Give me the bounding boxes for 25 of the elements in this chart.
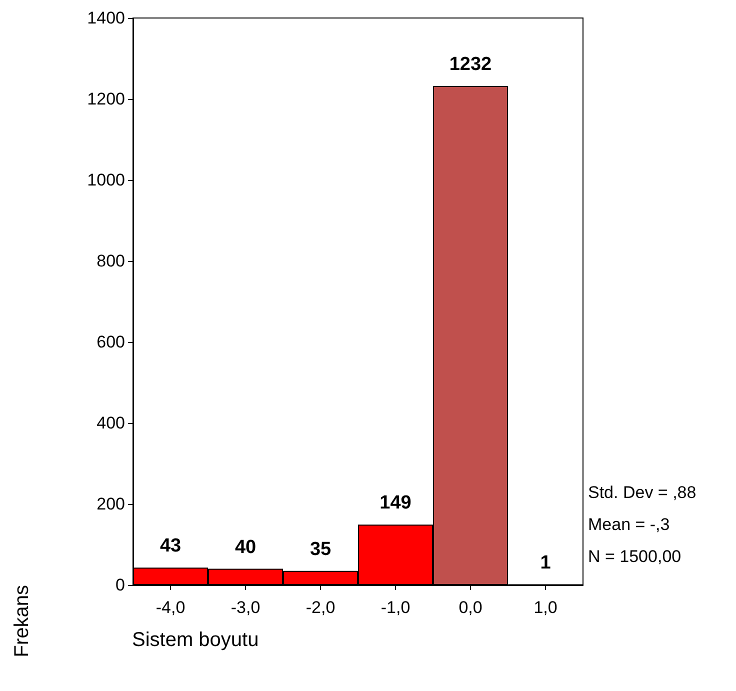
x-tick-label: -4,0	[156, 598, 186, 617]
y-tick-label: 400	[96, 414, 125, 432]
x-axis-title: Sistem boyutu	[132, 629, 259, 651]
y-tick-label: 200	[96, 494, 125, 514]
y-axis-title: Frekans	[11, 584, 33, 658]
x-tick-label: 0,0	[458, 598, 482, 617]
y-tick-label: 1400	[87, 8, 125, 28]
x-tick-label: -2,0	[306, 598, 336, 617]
y-tick-label: 1000	[87, 170, 125, 190]
data-label: 149	[380, 492, 412, 514]
x-tick-label: -1,0	[380, 598, 410, 617]
text: Mean = -,3	[588, 515, 670, 534]
y-tick-label: 0	[116, 576, 125, 594]
data-label: 40	[234, 536, 256, 558]
data-label: 1232	[449, 54, 492, 76]
y-tick-label: 1200	[87, 90, 125, 108]
data-label: 1	[540, 552, 552, 574]
data-label: 43	[160, 536, 182, 557]
data-label: 35	[310, 538, 332, 560]
x-tick-label: -3,0	[230, 598, 260, 617]
text: N = 1500,00	[588, 547, 682, 566]
x-tick-label: 1,0	[534, 598, 558, 617]
text: Std. Dev = ,88	[588, 483, 696, 502]
y-tick-label: 600	[96, 332, 125, 352]
y-tick-label: 800	[96, 252, 125, 270]
